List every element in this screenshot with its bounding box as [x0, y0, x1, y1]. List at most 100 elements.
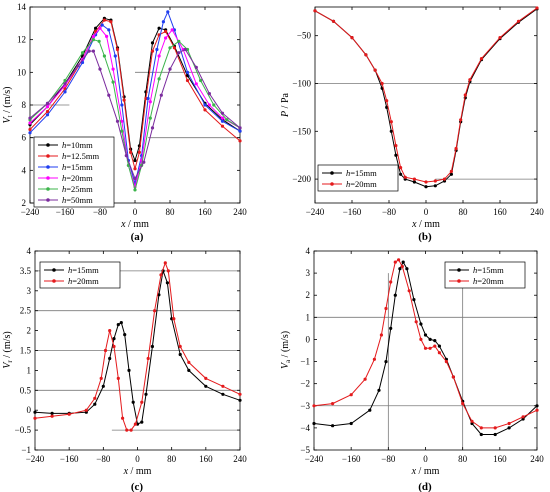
data-point: [400, 264, 404, 269]
data-point: [125, 428, 129, 432]
y-tick-label: −2: [300, 379, 310, 389]
data-point: [120, 119, 124, 123]
data-point: [113, 54, 117, 58]
x-axis-label: x / mm: [411, 466, 440, 477]
data-point: [423, 333, 428, 337]
data-point: [98, 26, 102, 30]
x-axis-unit: / mm: [417, 219, 441, 230]
legend-marker: [46, 154, 50, 158]
data-point: [157, 54, 161, 58]
y-tick-label: 0: [306, 334, 311, 344]
y-tick-label: −150: [292, 126, 311, 136]
data-point: [142, 160, 146, 164]
data-point: [115, 119, 120, 123]
data-point: [148, 100, 152, 104]
data-point: [493, 432, 497, 437]
legend-label: h=15mm: [68, 265, 99, 275]
data-point: [146, 96, 150, 101]
x-tick-label: 80: [459, 207, 469, 217]
data-point: [144, 392, 148, 396]
data-point: [98, 67, 102, 71]
data-point: [393, 260, 397, 264]
data-point: [131, 400, 135, 404]
data-point: [535, 404, 539, 408]
data-point: [394, 144, 398, 148]
data-point: [108, 356, 112, 361]
data-point: [116, 323, 120, 327]
panel-label: (b): [418, 231, 432, 243]
y-axis-var: P: [280, 111, 291, 118]
data-point: [405, 267, 409, 271]
data-point: [178, 344, 182, 349]
y-tick-label: 4: [22, 165, 27, 175]
data-point: [463, 93, 467, 97]
data-point: [419, 322, 423, 326]
data-point: [412, 177, 416, 181]
data-point: [150, 49, 155, 53]
legend-label: h=20mm: [473, 276, 504, 286]
data-point: [115, 47, 120, 52]
panel-label: (a): [131, 231, 144, 243]
data-point: [468, 78, 472, 82]
data-point: [419, 337, 423, 341]
data-point: [394, 153, 398, 157]
data-point: [122, 98, 126, 102]
data-point: [123, 333, 127, 337]
data-point: [397, 258, 401, 262]
data-point: [521, 415, 525, 419]
data-point: [172, 28, 176, 32]
legend-marker: [330, 171, 334, 175]
x-tick-label: 160: [493, 454, 507, 464]
data-point: [63, 78, 67, 83]
x-tick-label: −160: [56, 207, 75, 217]
y-tick-label: −100: [292, 78, 311, 88]
data-point: [225, 118, 229, 122]
y-axis-var: V: [2, 361, 13, 369]
data-point: [93, 396, 97, 400]
y-axis-unit: / (m/s): [2, 331, 13, 360]
data-point: [91, 49, 95, 53]
legend-box: [39, 261, 121, 289]
data-point: [121, 416, 125, 420]
data-point: [479, 432, 483, 437]
data-point: [424, 185, 428, 189]
y-tick-label: −0.5: [15, 425, 32, 435]
data-point: [87, 49, 91, 53]
data-point: [461, 402, 465, 406]
legend-label: h=10mm: [62, 140, 93, 150]
x-axis-unit: / mm: [128, 466, 152, 477]
data-point: [84, 408, 88, 412]
data-point: [389, 326, 393, 330]
x-tick-label: −160: [343, 207, 362, 217]
data-point: [424, 180, 428, 184]
y-tick-label: 10: [17, 67, 27, 77]
legend-label: h=15mm: [473, 265, 504, 275]
y-tick-label: 4: [306, 246, 311, 256]
data-point: [166, 10, 170, 14]
data-point: [238, 126, 242, 130]
y-tick-label: 6: [22, 133, 27, 143]
data-point: [220, 116, 225, 120]
x-tick-label: −160: [60, 454, 79, 464]
data-point: [385, 99, 389, 103]
data-point: [403, 175, 407, 179]
legend-marker: [46, 143, 50, 147]
data-point: [373, 68, 377, 72]
data-point: [166, 269, 170, 273]
y-axis-label: Va / (m/s): [280, 331, 292, 369]
panel-d: −240 −160 −80 0 80 160 240 −5 −4 −3 −2 −1 0 1 2 3 4 x / m…: [280, 246, 544, 492]
data-point: [146, 356, 150, 361]
data-point: [45, 109, 50, 114]
data-point: [414, 320, 418, 324]
y-tick-label: 4: [27, 246, 32, 256]
data-point: [423, 346, 428, 350]
data-point: [238, 139, 242, 143]
legend-marker: [457, 279, 461, 283]
data-point: [108, 329, 112, 333]
x-axis-label: x / mm: [123, 466, 152, 477]
data-point: [102, 54, 106, 58]
data-point: [479, 57, 484, 61]
y-tick-label: −4: [300, 423, 310, 433]
y-tick-label: 1: [306, 312, 311, 322]
